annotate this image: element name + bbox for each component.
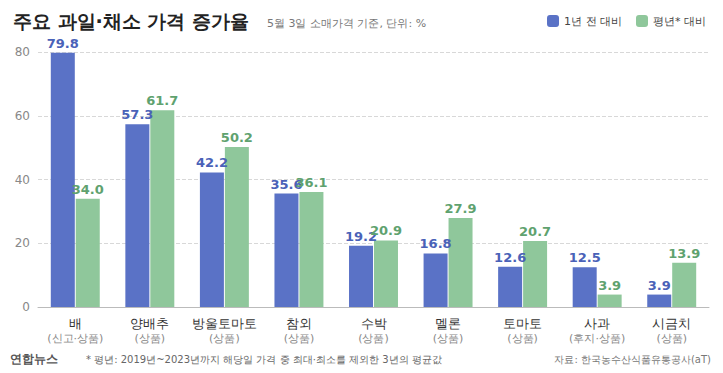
svg-text:(신고·상품): (신고·상품) bbox=[47, 332, 103, 345]
svg-text:(상품): (상품) bbox=[656, 332, 687, 345]
svg-text:36.1: 36.1 bbox=[295, 175, 327, 190]
svg-text:27.9: 27.9 bbox=[444, 201, 476, 216]
svg-text:80: 80 bbox=[15, 45, 30, 59]
svg-text:(상품): (상품) bbox=[358, 332, 389, 345]
svg-text:16.8: 16.8 bbox=[420, 236, 452, 251]
svg-text:12.5: 12.5 bbox=[569, 250, 601, 265]
svg-text:사과: 사과 bbox=[584, 316, 610, 331]
svg-text:평년* 대비: 평년* 대비 bbox=[653, 15, 706, 28]
svg-text:3.9: 3.9 bbox=[598, 278, 621, 293]
svg-text:(상품): (상품) bbox=[135, 332, 166, 345]
svg-text:(상품): (상품) bbox=[284, 332, 315, 345]
svg-text:3.9: 3.9 bbox=[648, 278, 671, 293]
svg-text:배: 배 bbox=[69, 316, 82, 331]
svg-text:연합뉴스: 연합뉴스 bbox=[10, 352, 58, 366]
svg-text:61.7: 61.7 bbox=[146, 93, 178, 108]
svg-text:12.6: 12.6 bbox=[494, 250, 526, 265]
svg-text:57.3: 57.3 bbox=[121, 107, 153, 122]
svg-text:멜론: 멜론 bbox=[435, 316, 461, 331]
svg-text:35.6: 35.6 bbox=[270, 176, 303, 192]
svg-text:19.2: 19.2 bbox=[345, 228, 378, 244]
svg-text:(후지·상품): (후지·상품) bbox=[569, 332, 625, 345]
svg-text:자료: 한국농수산식품유통공사(aT): 자료: 한국농수산식품유통공사(aT) bbox=[554, 354, 711, 365]
svg-text:20: 20 bbox=[15, 236, 30, 250]
svg-text:5월 3일 소매가격 기준, 단위: %: 5월 3일 소매가격 기준, 단위: % bbox=[267, 17, 426, 30]
svg-text:40: 40 bbox=[15, 173, 30, 187]
svg-text:60: 60 bbox=[15, 109, 30, 123]
svg-text:(상품): (상품) bbox=[507, 332, 538, 345]
svg-text:42.2: 42.2 bbox=[196, 155, 228, 170]
svg-text:1년 전 대비: 1년 전 대비 bbox=[564, 15, 622, 28]
svg-text:토마토: 토마토 bbox=[503, 316, 542, 331]
svg-text:(상품): (상품) bbox=[209, 332, 240, 345]
svg-text:양배추: 양배추 bbox=[130, 316, 169, 331]
svg-text:13.9: 13.9 bbox=[668, 246, 700, 261]
svg-text:참외: 참외 bbox=[286, 316, 312, 331]
svg-text:34.0: 34.0 bbox=[72, 182, 104, 197]
svg-text:79.8: 79.8 bbox=[47, 36, 79, 51]
svg-text:시금치: 시금치 bbox=[652, 316, 691, 331]
svg-text:주요 과일·채소 가격 증가율: 주요 과일·채소 가격 증가율 bbox=[13, 10, 249, 32]
svg-text:0: 0 bbox=[22, 300, 30, 314]
svg-text:방울토마토: 방울토마토 bbox=[192, 316, 257, 331]
svg-text:50.2: 50.2 bbox=[221, 130, 253, 145]
svg-text:20.7: 20.7 bbox=[519, 224, 551, 239]
svg-text:* 평년: 2019년~2023년까지 해당일 가격 중 최: * 평년: 2019년~2023년까지 해당일 가격 중 최대·최소를 제외한 … bbox=[86, 354, 442, 365]
svg-text:수박: 수박 bbox=[361, 316, 387, 331]
svg-text:(상품): (상품) bbox=[433, 332, 464, 345]
svg-text:20.9: 20.9 bbox=[370, 223, 402, 238]
